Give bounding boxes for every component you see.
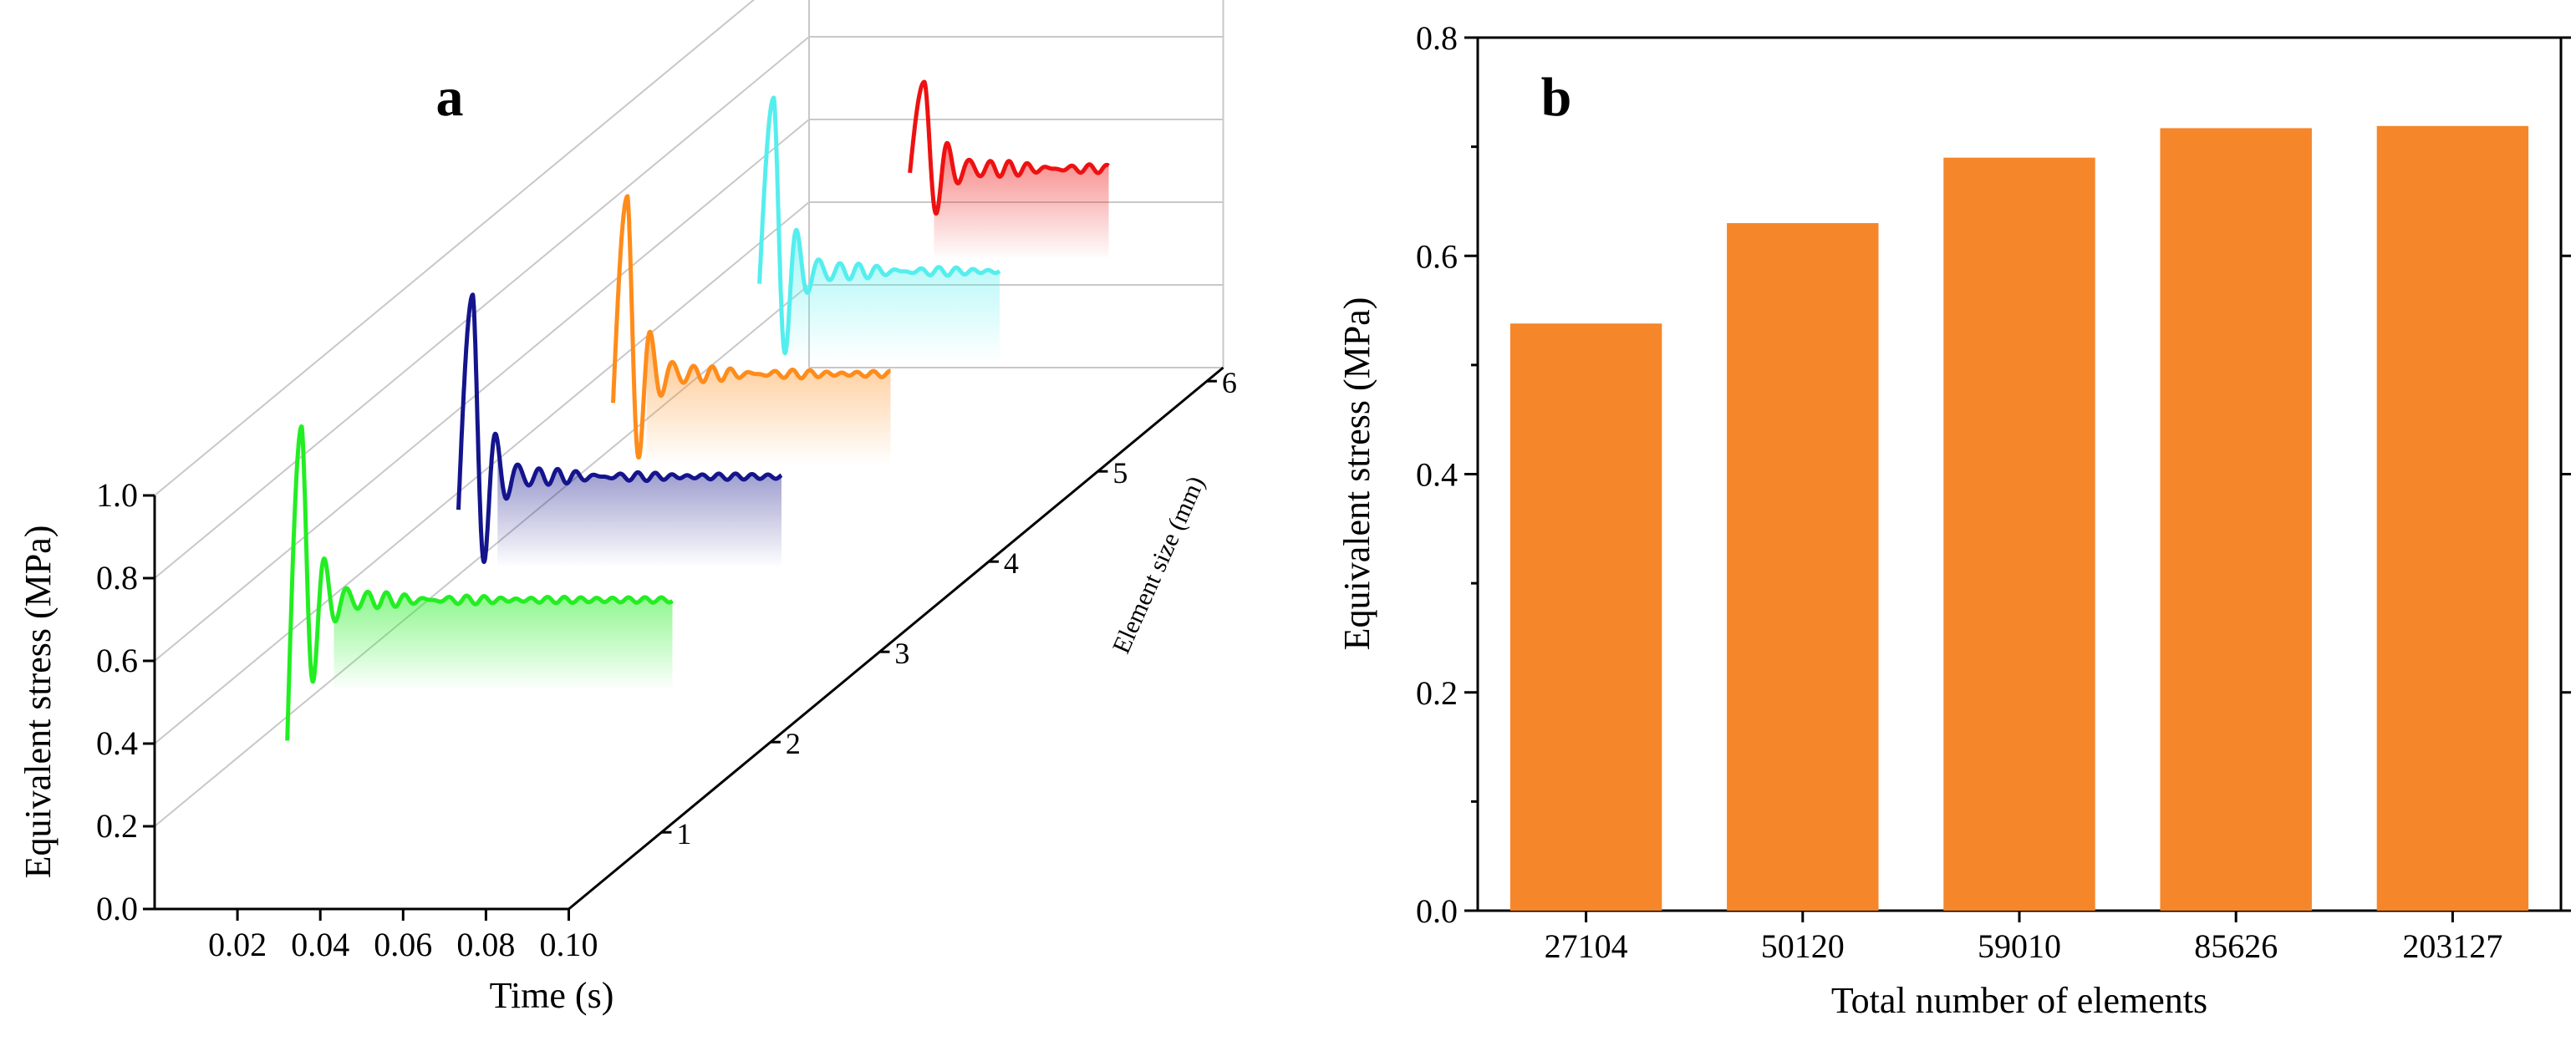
- series-fill: [934, 143, 1109, 260]
- z-tick-label: 3: [894, 637, 909, 670]
- series-fill: [497, 441, 781, 568]
- panel-b-y-axis-label: Equivalent stress (MPa): [1336, 297, 1377, 651]
- y-tick-label: 0.8: [1416, 19, 1458, 57]
- panel-a-x-axis-label: Time (s): [490, 975, 614, 1016]
- z-tick-label: 5: [1112, 456, 1128, 490]
- y-tick-label: 0.2: [96, 807, 138, 845]
- z-tick-label: 6: [1222, 366, 1237, 399]
- series-fill: [788, 230, 1000, 363]
- gridline: [154, 0, 756, 496]
- y-tick-label: 0.0: [1416, 892, 1458, 930]
- series-line-2: [285, 424, 675, 741]
- panel-a: 0.00.20.40.60.81.0 0.02 0.04 0.06 0.08 0.10 …: [18, 0, 1237, 1016]
- panel-a-series-fills: [333, 143, 1109, 691]
- panel-b: 0.0 0.2 0.4 0.6 0.8 27104 50120 59010 85626 2031…: [1336, 19, 2571, 1021]
- panel-a-series-lines: [285, 79, 1111, 741]
- panel-b-x-axis-label: Total number of elements: [1831, 980, 2207, 1021]
- z-tick-label: 2: [786, 727, 801, 760]
- x-tick-label: 0.10: [540, 926, 598, 963]
- x-tick-label: 0.04: [291, 926, 349, 963]
- x-tick-label: 0.02: [208, 926, 267, 963]
- panel-a-axes: [153, 366, 1224, 911]
- panel-b-label: b: [1541, 67, 1572, 128]
- y-tick-label: 0.4: [1416, 456, 1458, 494]
- panel-a-y-axis-label: Equivalent stress (MPa): [18, 526, 59, 879]
- y-tick-label: 0.0: [96, 890, 138, 927]
- panel-a-y-ticks: 0.0 0.2 0.4 0.6 0.8 1.0: [96, 476, 155, 927]
- z-tick-label: 4: [1004, 546, 1019, 580]
- series-line-3: [456, 292, 783, 565]
- z-tick-label: 1: [676, 817, 691, 851]
- series-fill: [333, 588, 673, 691]
- panel-a-z-axis-label: Element size (mm): [1107, 472, 1210, 658]
- z-axis-line: [568, 366, 1224, 911]
- y-tick-label: 0.8: [96, 559, 138, 597]
- y-tick-label: 0.2: [1416, 674, 1458, 712]
- bar-203127: [2376, 125, 2529, 911]
- series-line-5: [757, 95, 1002, 356]
- gridline: [154, 36, 1224, 579]
- series-fill: [646, 332, 891, 465]
- y-tick-label: 1.0: [96, 476, 138, 514]
- panel-b-bars: [1509, 125, 2529, 911]
- y-tick-label: 0.4: [96, 724, 138, 762]
- panel-a-x-ticks: 0.02 0.04 0.06 0.08 0.10: [208, 909, 598, 963]
- bar-27104: [1509, 323, 1662, 911]
- x-tick-label: 85626: [2194, 927, 2278, 965]
- x-tick-label: 203127: [2402, 927, 2502, 965]
- panel-a-z-ticks: 1 2 3 4 5 6: [661, 366, 1237, 851]
- bar-85626: [2160, 128, 2312, 911]
- series-line-6: [908, 79, 1111, 216]
- panel-b-y-ticks: 0.0 0.2 0.4 0.6 0.8: [1416, 19, 2571, 930]
- y-tick-label: 0.6: [96, 642, 138, 679]
- x-tick-label: 50120: [1761, 927, 1845, 965]
- bar-50120: [1727, 223, 1879, 911]
- panel-b-x-ticks: 27104 50120 59010 85626 203127: [1545, 911, 2502, 965]
- x-tick-label: 0.08: [456, 926, 515, 963]
- x-tick-label: 27104: [1545, 927, 1628, 965]
- series-line-4: [611, 194, 893, 460]
- y-tick-label: 0.6: [1416, 237, 1458, 275]
- x-tick-label: 59010: [1978, 927, 2061, 965]
- x-tick-label: 0.06: [374, 926, 432, 963]
- panel-a-label: a: [436, 67, 464, 128]
- gridline: [154, 119, 1224, 662]
- bar-59010: [1943, 157, 2095, 911]
